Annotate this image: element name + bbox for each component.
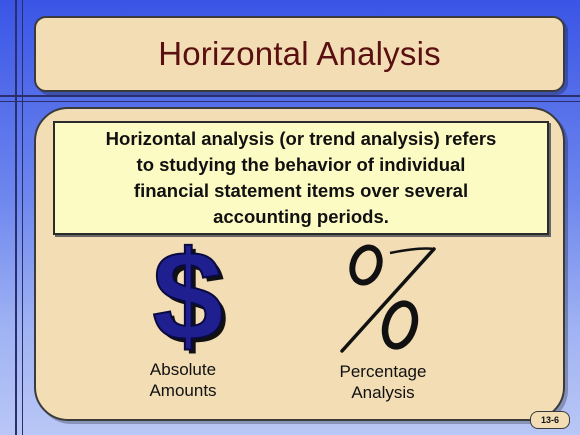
vertical-gridline-left (15, 0, 17, 435)
label-line: Analysis (351, 383, 415, 402)
definition-line: accounting periods. (213, 206, 389, 227)
definition-box: Horizontal analysis (or trend analysis) … (53, 121, 549, 235)
horizontal-gridline-bottom (0, 101, 580, 102)
percent-sign-icon (330, 243, 440, 358)
slide-title: Horizontal Analysis (158, 35, 441, 72)
definition-text: Horizontal analysis (or trend analysis) … (106, 126, 497, 230)
definition-line: Horizontal analysis (or trend analysis) … (105, 128, 497, 149)
svg-text:$: $ (156, 232, 227, 362)
definition-line: to studying the behavior of individual (136, 154, 466, 175)
svg-text:$: $ (152, 232, 223, 362)
definition-line: financial statement items over several (133, 180, 469, 201)
absolute-amounts-label: Absolute Amounts (128, 359, 238, 401)
title-panel: Horizontal Analysis (34, 16, 565, 92)
dollar-sign-graphic: $ $ (151, 224, 227, 372)
percentage-analysis-label: Percentage Analysis (318, 361, 448, 403)
percent-sign-graphic (340, 244, 436, 353)
label-line: Percentage (339, 362, 427, 381)
dollar-sign-icon: $ $ (138, 224, 238, 372)
label-line: Amounts (149, 381, 217, 400)
horizontal-gridline-top (0, 95, 580, 97)
vertical-gridline-right (22, 0, 23, 435)
page-number-badge: 13-6 (530, 411, 570, 429)
label-line: Absolute (149, 360, 217, 379)
